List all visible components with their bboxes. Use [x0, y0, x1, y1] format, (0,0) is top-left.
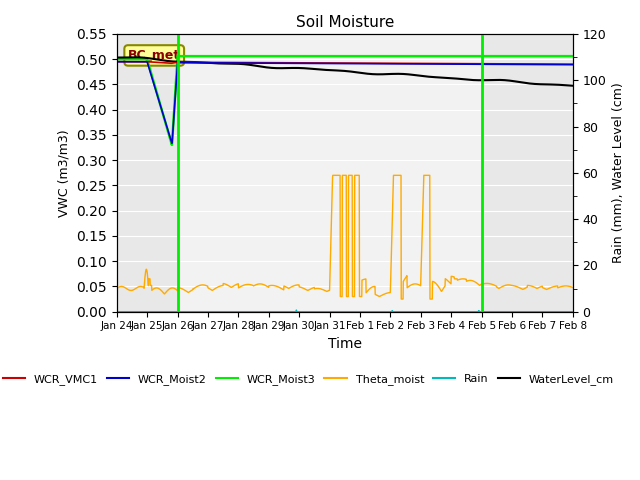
Rain [136, 309, 144, 314]
WCR_Moist3 [335, 53, 343, 59]
WCR_Moist3 [556, 53, 564, 59]
WaterLevel_cm [556, 82, 564, 88]
WaterLevel_cm [113, 55, 120, 60]
WaterLevel_cm [323, 67, 330, 73]
WCR_Moist3 [556, 53, 564, 59]
WCR_VMC1 [569, 61, 577, 67]
Theta_moist [329, 172, 337, 178]
Line: WaterLevel_cm: WaterLevel_cm [116, 57, 573, 86]
Line: WCR_VMC1: WCR_VMC1 [116, 62, 573, 64]
WCR_VMC1 [335, 60, 342, 66]
WCR_Moist2 [472, 61, 480, 67]
WCR_Moist3 [472, 53, 480, 59]
WCR_Moist2 [168, 141, 176, 146]
Rain [556, 309, 563, 314]
WCR_Moist2 [113, 59, 120, 65]
WCR_Moist3 [113, 56, 120, 62]
Rain [472, 309, 480, 314]
Rain [323, 309, 330, 314]
WCR_VMC1 [556, 61, 563, 67]
WCR_VMC1 [556, 61, 563, 67]
WCR_Moist2 [556, 62, 564, 68]
WCR_Moist2 [136, 59, 144, 65]
Theta_moist [556, 284, 564, 290]
Theta_moist [136, 284, 144, 289]
WCR_Moist3 [168, 142, 176, 148]
Theta_moist [323, 288, 330, 294]
Rain [292, 307, 300, 313]
WCR_VMC1 [136, 59, 144, 65]
Rain [556, 309, 564, 314]
WCR_VMC1 [113, 59, 120, 65]
WCR_Moist3 [136, 56, 144, 62]
Rain [335, 309, 342, 314]
Line: Theta_moist: Theta_moist [116, 175, 573, 299]
WaterLevel_cm [131, 54, 138, 60]
WCR_Moist2 [556, 62, 563, 68]
WCR_Moist2 [323, 60, 330, 66]
Line: WCR_Moist3: WCR_Moist3 [116, 56, 573, 145]
Theta_moist [335, 172, 342, 178]
Rain [569, 309, 577, 314]
WCR_VMC1 [323, 60, 330, 66]
WCR_Moist2 [569, 62, 577, 68]
Theta_moist [472, 280, 480, 286]
Y-axis label: VWC (m3/m3): VWC (m3/m3) [58, 129, 70, 216]
Theta_moist [113, 286, 120, 291]
Legend: WCR_VMC1, WCR_Moist2, WCR_Moist3, Theta_moist, Rain, WaterLevel_cm: WCR_VMC1, WCR_Moist2, WCR_Moist3, Theta_… [0, 370, 618, 389]
WCR_VMC1 [472, 61, 480, 67]
Line: WCR_Moist2: WCR_Moist2 [116, 62, 573, 144]
WaterLevel_cm [335, 68, 342, 73]
WaterLevel_cm [472, 77, 480, 83]
Theta_moist [569, 285, 577, 290]
WCR_Moist2 [335, 60, 342, 66]
WaterLevel_cm [136, 55, 144, 60]
Bar [177, 34, 482, 312]
Title: Soil Moisture: Soil Moisture [296, 15, 394, 30]
WaterLevel_cm [569, 83, 577, 89]
X-axis label: Time: Time [328, 337, 362, 351]
Line: Rain: Rain [116, 310, 573, 312]
Text: BC_met: BC_met [128, 49, 180, 62]
Theta_moist [397, 296, 405, 302]
WCR_Moist3 [323, 53, 331, 59]
Y-axis label: Rain (mm), Water Level (cm): Rain (mm), Water Level (cm) [612, 83, 625, 263]
Rain [113, 309, 120, 314]
WCR_Moist3 [174, 53, 182, 59]
WaterLevel_cm [556, 82, 563, 88]
Theta_moist [556, 284, 564, 290]
WCR_Moist3 [569, 53, 577, 59]
